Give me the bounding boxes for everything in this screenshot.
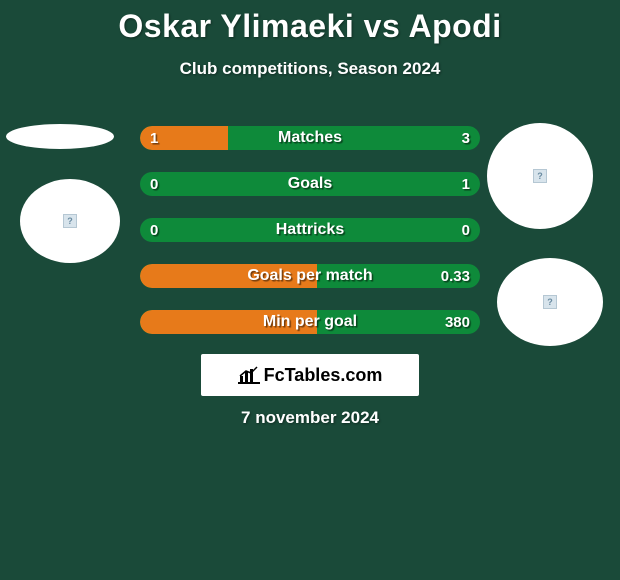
bar-row-goals-per-match: Goals per match 0.33 — [140, 264, 480, 288]
placeholder-icon: ? — [63, 214, 77, 228]
chart-icon — [238, 366, 260, 384]
avatar-left-player: ? — [20, 179, 120, 263]
bar-value-right: 0 — [462, 218, 470, 242]
bar-value-right: 3 — [462, 126, 470, 150]
avatar-right-player-bottom: ? — [497, 258, 603, 346]
fctables-logo: FcTables.com — [201, 354, 419, 396]
bar-value-right: 380 — [445, 310, 470, 334]
bar-label: Goals — [140, 172, 480, 196]
date-label: 7 november 2024 — [0, 408, 620, 428]
bar-label: Goals per match — [140, 264, 480, 288]
bar-label: Min per goal — [140, 310, 480, 334]
bar-value-right: 0.33 — [441, 264, 470, 288]
logo-text: FcTables.com — [264, 365, 383, 386]
page-subtitle: Club competitions, Season 2024 — [0, 59, 620, 79]
bar-row-min-per-goal: Min per goal 380 — [140, 310, 480, 334]
bar-row-goals: 0 Goals 1 — [140, 172, 480, 196]
decorative-ellipse-left — [6, 124, 114, 149]
avatar-right-player-top: ? — [487, 123, 593, 229]
bar-label: Matches — [140, 126, 480, 150]
placeholder-icon: ? — [533, 169, 547, 183]
comparison-chart: 1 Matches 3 0 Goals 1 0 Hattricks 0 Goal… — [140, 126, 480, 356]
bar-row-hattricks: 0 Hattricks 0 — [140, 218, 480, 242]
bar-label: Hattricks — [140, 218, 480, 242]
page-title: Oskar Ylimaeki vs Apodi — [0, 0, 620, 45]
bar-value-right: 1 — [462, 172, 470, 196]
placeholder-icon: ? — [543, 295, 557, 309]
bar-row-matches: 1 Matches 3 — [140, 126, 480, 150]
